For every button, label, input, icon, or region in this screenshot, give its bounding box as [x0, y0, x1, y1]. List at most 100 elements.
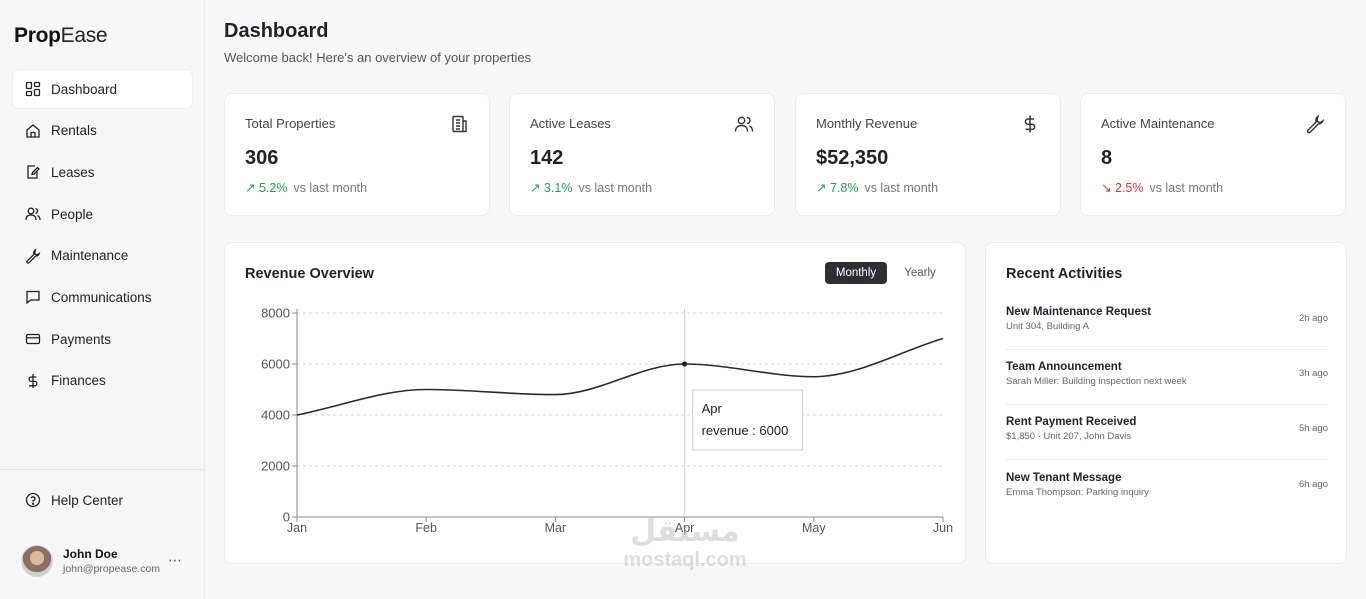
x-tick-label: Apr — [675, 521, 694, 535]
stat-card-monthly-revenue: Monthly Revenue $52,350 ↗ 7.8% vs last mo… — [795, 93, 1061, 216]
x-tick-label: Feb — [415, 521, 437, 535]
activity-title: New Tenant Message — [1006, 472, 1122, 484]
data-point-highlight — [682, 361, 688, 367]
more-options-icon[interactable]: ⋯ — [168, 552, 183, 568]
sidebar-item-label: Finances — [51, 373, 106, 389]
y-tick-label: 4000 — [261, 408, 290, 423]
sidebar-item-label: Rentals — [51, 123, 97, 139]
stat-change: ↗ 7.8% vs last month — [816, 181, 939, 195]
watermark: مستقل mostaql.com — [600, 515, 770, 571]
stat-change: ↘ 2.5% vs last month — [1101, 181, 1224, 195]
home-icon — [26, 123, 40, 138]
activity-title: Rent Payment Received — [1006, 416, 1137, 428]
sidebar-item-rentals[interactable]: Rentals — [13, 112, 192, 150]
stat-card-active-maintenance: Active Maintenance 8 ↘ 2.5% vs last month — [1080, 93, 1346, 216]
stat-value: 306 — [245, 147, 279, 169]
grid-icon — [25, 81, 41, 97]
activities-title: Recent Activities — [1006, 266, 1123, 282]
recent-activities-card: Recent Activities New Maintenance Reques… — [985, 242, 1347, 564]
x-tick-label: Jan — [287, 521, 307, 535]
activity-desc: Sarah Miller: Building inspection next w… — [1006, 376, 1187, 387]
watermark-arabic: مستقل — [630, 515, 740, 548]
activity-desc: $1,850 · Unit 207, John Davis — [1006, 431, 1132, 442]
y-tick-label: 6000 — [261, 357, 290, 372]
stat-value: $52,350 — [816, 147, 889, 169]
sidebar-item-people[interactable]: People — [13, 195, 192, 233]
sidebar-item-label: People — [51, 206, 94, 222]
wrench-icon — [26, 248, 41, 264]
sidebar-item-label: Payments — [51, 331, 112, 347]
help-circle-icon — [25, 492, 41, 508]
app-logo[interactable]: PropEase — [14, 24, 108, 47]
activity-time: 6h ago — [1298, 479, 1328, 490]
dollar-icon — [1024, 115, 1036, 133]
watermark-latin: mostaql.com — [623, 549, 747, 571]
stat-change: ↗ 5.2% vs last month — [245, 181, 368, 195]
revenue-title: Revenue Overview — [245, 266, 374, 282]
stat-change: ↗ 3.1% vs last month — [530, 181, 653, 195]
activity-desc: Emma Thompson: Parking inquiry — [1006, 487, 1149, 498]
dollar-icon — [28, 373, 38, 388]
sidebar-item-label: Dashboard — [51, 81, 118, 97]
sidebar-divider — [0, 469, 205, 470]
stat-label: Active Maintenance — [1101, 116, 1215, 131]
activity-desc: Unit 304, Building A — [1006, 321, 1089, 332]
stat-value: 142 — [530, 147, 564, 169]
activity-item[interactable]: New Tenant Message Emma Thompson: Parkin… — [1006, 472, 1328, 516]
activity-time: 2h ago — [1298, 313, 1328, 324]
user-email: john@propease.com — [63, 563, 161, 575]
sidebar-item-dashboard[interactable]: Dashboard — [13, 70, 192, 108]
user-name: John Doe — [63, 547, 118, 561]
sidebar-nav: Dashboard Rentals Leases People Maintena… — [13, 70, 192, 404]
users-icon — [734, 116, 754, 132]
sidebar-item-label: Communications — [51, 289, 152, 305]
tooltip-label: Apr — [702, 401, 723, 416]
sidebar-item-leases[interactable]: Leases — [13, 153, 192, 191]
stat-label: Active Leases — [530, 116, 611, 131]
y-tick-label: 8000 — [261, 306, 290, 321]
sidebar-item-communications[interactable]: Communications — [13, 278, 192, 316]
activity-item[interactable]: New Maintenance Request Unit 304, Buildi… — [1006, 306, 1328, 350]
tooltip — [692, 389, 804, 451]
credit-card-icon — [25, 333, 41, 345]
avatar — [21, 545, 53, 577]
stat-value: 8 — [1101, 147, 1113, 169]
users-icon — [25, 207, 41, 221]
x-tick-label: Jun — [933, 521, 953, 535]
sidebar-item-label: Maintenance — [51, 248, 129, 264]
message-icon — [26, 291, 40, 305]
stat-card-total-properties: Total Properties 306 ↗ 5.2% vs last month — [224, 93, 490, 216]
x-tick-label: May — [802, 521, 826, 535]
series-line-revenue — [296, 337, 944, 416]
building-icon — [452, 115, 467, 133]
sidebar: PropEase Dashboard Rentals Leases People… — [0, 0, 205, 599]
tooltip-value: revenue : 6000 — [702, 423, 789, 438]
stat-label: Monthly Revenue — [816, 116, 918, 131]
y-tick-label: 2000 — [261, 459, 290, 474]
y-tick-label: 0 — [283, 510, 290, 525]
revenue-overview-card: Revenue Overview Monthly Yearly 0 2000 400… — [224, 242, 966, 564]
stat-label: Total Properties — [245, 116, 336, 131]
activity-item[interactable]: Rent Payment Received $1,850 · Unit 207,… — [1006, 416, 1328, 460]
activity-title: Team Announcement — [1006, 361, 1122, 373]
help-center-link[interactable]: Help Center — [25, 492, 123, 508]
help-center-label: Help Center — [51, 492, 124, 508]
user-profile[interactable]: John Doe john@propease.com ⋯ — [21, 544, 191, 578]
wrench-icon — [1306, 114, 1325, 134]
stat-card-active-leases: Active Leases 142 ↗ 3.1% vs last month — [509, 93, 775, 216]
sidebar-item-finances[interactable]: Finances — [13, 362, 192, 400]
sidebar-item-label: Leases — [51, 164, 95, 180]
page-title: Dashboard — [224, 20, 329, 42]
revenue-chart[interactable]: 0 2000 4000 6000 8000 Jan Feb Mar Apr May Jun Apr re… — [225, 243, 967, 565]
sidebar-item-payments[interactable]: Payments — [13, 320, 192, 358]
x-tick-label: Mar — [545, 521, 567, 535]
activity-time: 3h ago — [1298, 368, 1328, 379]
activity-item[interactable]: Team Announcement Sarah Miller: Building… — [1006, 361, 1328, 405]
activity-time: 5h ago — [1298, 423, 1328, 434]
activity-title: New Maintenance Request — [1006, 306, 1152, 318]
sidebar-item-maintenance[interactable]: Maintenance — [13, 237, 192, 275]
edit-document-icon — [27, 165, 40, 180]
page-subtitle: Welcome back! Here's an overview of your… — [224, 50, 532, 65]
toggle-yearly[interactable]: Yearly — [904, 267, 936, 279]
toggle-monthly[interactable]: Monthly — [825, 262, 887, 284]
